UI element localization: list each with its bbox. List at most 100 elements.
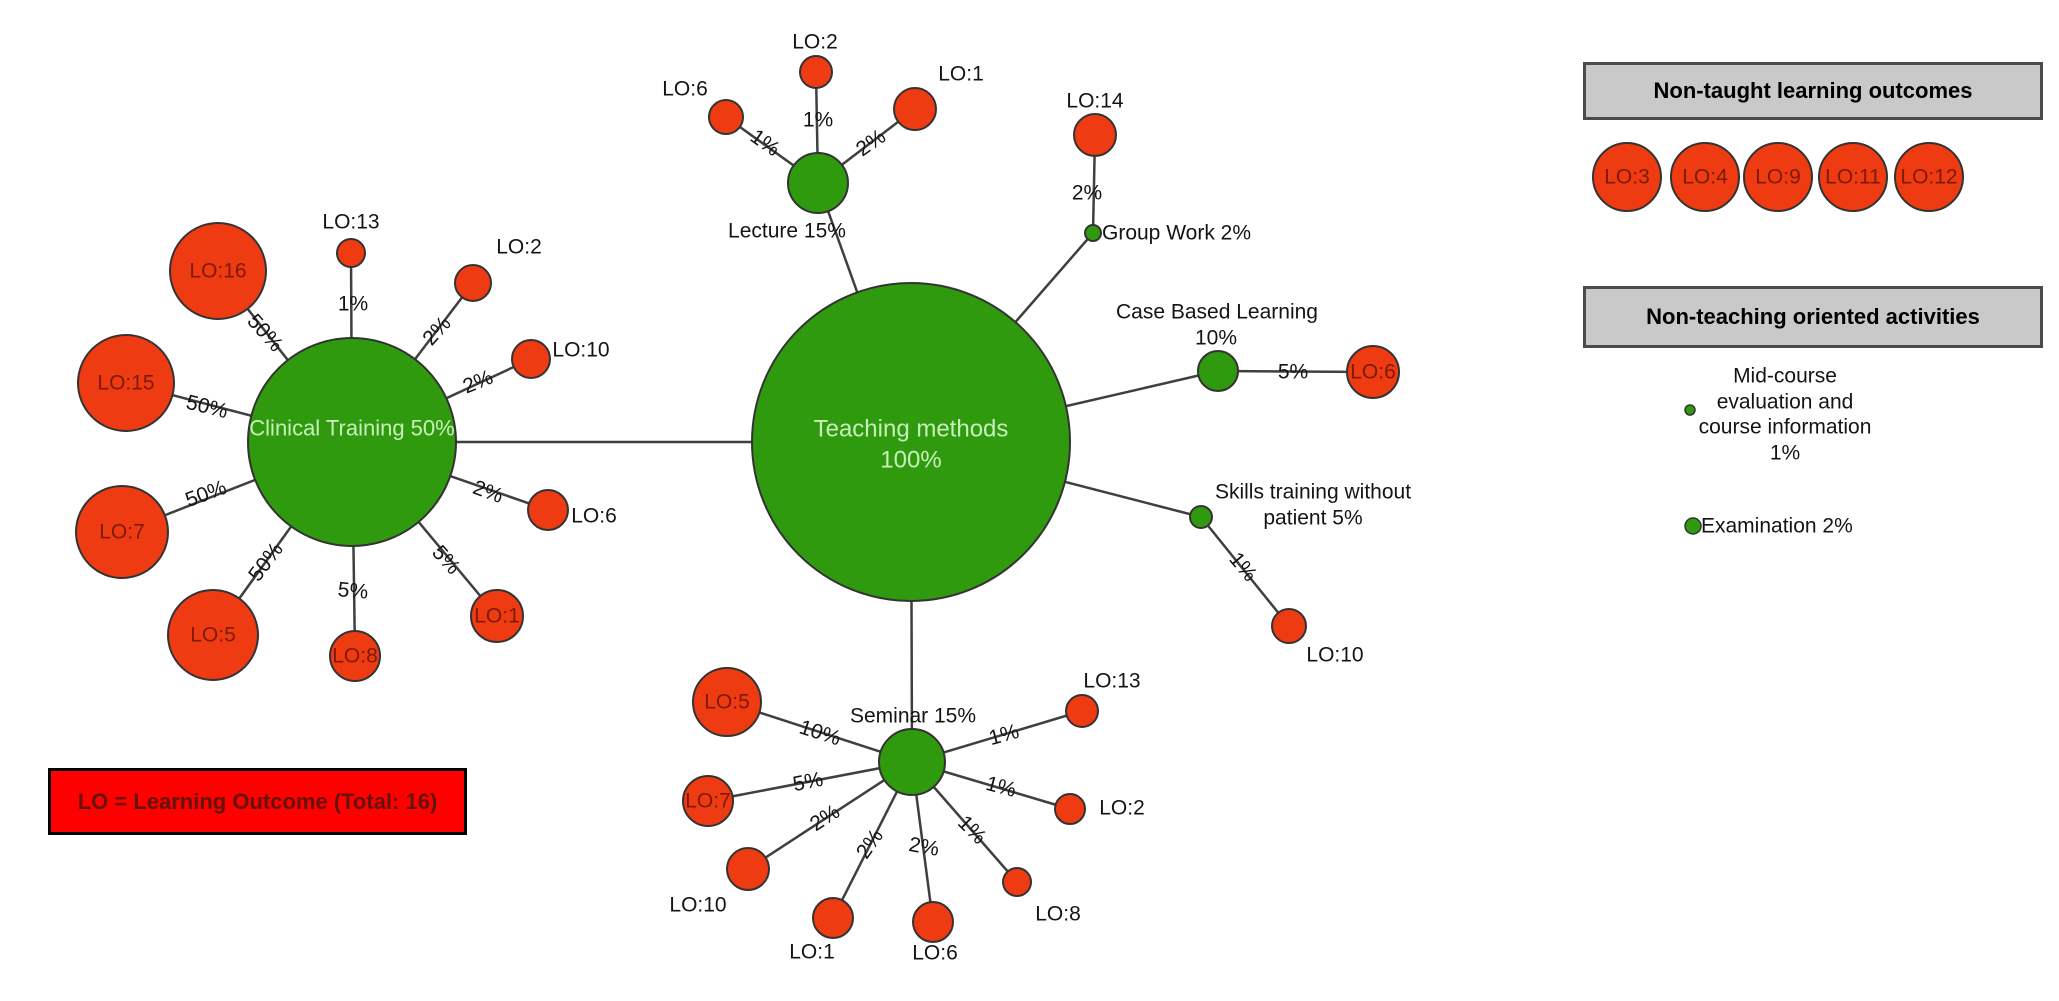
label-lo2-seminar-label: LO:2 [1099,797,1145,820]
legend-circle-lo11 [1818,142,1888,212]
label-lo13-clinical-label: LO:13 [322,211,379,234]
label-lo10-seminar-label: LO:10 [669,894,726,917]
label-lo2-clinical-label: LO:2 [496,236,542,259]
label-skills-title-1: Skills training without [1215,481,1411,504]
node-lo6-lecture [708,99,744,135]
legend-circle-label-lo11: LO:11 [1825,166,1881,189]
node-seminar [878,728,946,796]
edge-label-clinical-lo10: 2% [460,366,497,399]
label-lo1-lecture-label: LO:1 [938,63,984,86]
edge-label-lecture-lo2: 1% [803,109,833,132]
edge-label-clinical-lo2: 2% [418,312,455,350]
node-label-lo16-clinical: LO:16 [189,260,246,283]
node-lo1-lecture [893,87,937,131]
edge-label-clinical-lo1: 5% [427,541,464,579]
node-label-teaching-methods-1: 100% [880,447,941,474]
node-lo13-clinical [336,238,366,268]
label-group-work-title: Group Work 2% [1102,222,1251,245]
label-case-based-pct: 10% [1195,327,1237,350]
edge-label-seminar-lo5: 10% [796,716,843,751]
edge-label-clinical-lo8: 5% [337,578,369,604]
legend-circle-lo12 [1894,142,1964,212]
node-label-lo6-case-based: LO:6 [1350,361,1396,384]
legend-circle-lo9 [1743,142,1813,212]
node-teaching-methods [751,282,1071,602]
node-lo6-seminar [912,901,954,943]
edge-label-seminar-lo10: 2% [806,800,844,836]
label-lecture-title: Lecture 15% [728,220,846,243]
edge-label-clinical-lo6: 2% [470,476,506,508]
node-lo6-clinical [527,489,569,531]
node-label-lo7-clinical: LO:7 [99,521,145,544]
legend-circle-lo4 [1670,142,1740,212]
edge-label-case-based-lo6: 5% [1278,361,1308,384]
edge-label-seminar-lo1: 2% [852,825,888,863]
lo-note-text: LO = Learning Outcome (Total: 16) [77,788,438,814]
legend-text-mid-course-evaluation-2: course information [1699,416,1872,439]
node-lecture [787,152,849,214]
node-lo15-clinical [77,334,175,432]
node-label-lo5-seminar: LO:5 [704,691,750,714]
legend-text-mid-course-evaluation-3: 1% [1770,442,1800,465]
edge-skills-lo10 [1200,516,1290,627]
edge-label-clinical-lo7: 50% [182,476,229,512]
label-lo1-seminar-label: LO:1 [789,941,835,964]
edge-label-clinical-lo5: 50% [244,538,288,585]
node-lo13-seminar [1065,694,1099,728]
node-lo2-seminar [1054,793,1086,825]
node-label-lo7-seminar: LO:7 [685,790,731,813]
node-case-based-learning [1197,350,1239,392]
edge-label-seminar-lo6: 2% [907,833,941,861]
node-lo1-clinical [470,589,524,643]
legend-text-mid-course-evaluation-0: Mid-course [1733,365,1837,388]
edge-label-seminar-lo13: 1% [986,720,1021,750]
node-label-clinical-training: Clinical Training 50% [249,416,454,441]
legend-non-taught-title: Non-taught learning outcomes [1653,78,1973,103]
legend-circle-label-lo3: LO:3 [1604,166,1650,189]
legend-circle-label-lo4: LO:4 [1682,166,1728,189]
legend-dot-examination [1684,517,1702,535]
node-lo5-clinical [167,589,259,681]
node-lo2-clinical [454,264,492,302]
node-label-lo1-clinical: LO:1 [474,605,520,628]
edge-label-lecture-lo1: 2% [852,125,890,161]
label-lo6-lecture-label: LO:6 [662,78,708,101]
label-case-based-title: Case Based Learning [1116,301,1318,324]
node-skills-training [1189,505,1213,529]
label-lo14-label: LO:14 [1066,90,1124,113]
node-clinical-training [247,337,457,547]
node-lo8-clinical [329,630,381,682]
legend-non-taught-header: Non-taught learning outcomes [1583,62,2043,120]
edge-label-seminar-lo7: 5% [791,768,825,796]
node-lo8-seminar [1002,867,1032,897]
legend-dot-mid-course-evaluation [1684,404,1696,416]
node-lo16-clinical [169,222,267,320]
edge-label-clinical-lo15: 50% [184,391,230,423]
legend-circle-label-lo12: LO:12 [1900,166,1957,189]
node-lo7-seminar [682,775,734,827]
label-lo8-seminar-label: LO:8 [1035,903,1081,926]
edge-label-group-work-lo14: 2% [1072,182,1102,205]
label-lo10-clinical-label: LO:10 [552,339,609,362]
node-label-teaching-methods: Teaching methods [814,416,1009,443]
node-label-lo15-clinical: LO:15 [97,372,154,395]
edge-seminar-lo7 [707,760,913,803]
label-seminar-title: Seminar 15% [850,705,976,728]
legend-text-mid-course-evaluation-1: evaluation and [1717,391,1854,414]
node-lo6-case-based [1346,345,1400,399]
node-lo10-clinical [511,339,551,379]
legend-text-examination-0: Examination 2% [1701,515,1853,538]
node-label-lo8-clinical: LO:8 [332,645,378,668]
label-skills-title-2: patient 5% [1263,507,1362,530]
edge-label-clinical-lo13: 1% [338,293,368,316]
label-lo10-skills-label: LO:10 [1306,644,1363,667]
node-lo14-group-work [1073,113,1117,157]
node-lo10-skills [1271,608,1307,644]
node-group-work [1084,224,1102,242]
edge-label-seminar-lo2: 1% [983,772,1018,802]
node-label-lo5-clinical: LO:5 [190,624,236,647]
label-lo2-lecture-label: LO:2 [792,31,838,54]
label-lo6-clinical-label: LO:6 [571,505,617,528]
